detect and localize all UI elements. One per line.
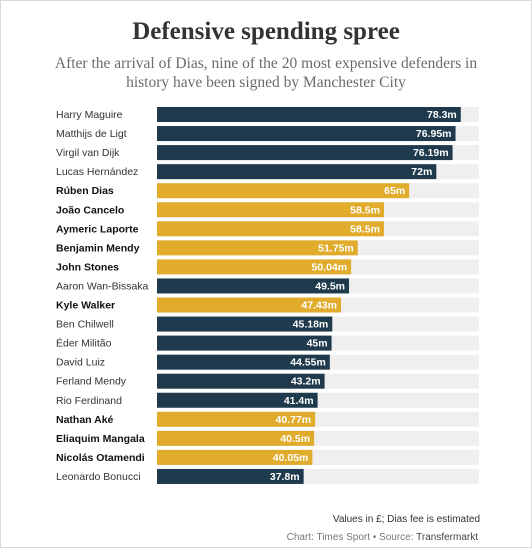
value-label: 37.8m <box>270 471 300 483</box>
category-label: David Luiz <box>56 357 105 369</box>
category-label: Kyle Walker <box>56 300 115 312</box>
value-label: 50.04m <box>312 261 348 273</box>
bar <box>157 373 325 389</box>
bar <box>157 335 332 351</box>
chart-title: Defensive spending spree <box>132 18 400 45</box>
category-label: Lucas Hernández <box>56 166 138 178</box>
value-label: 49.5m <box>315 280 345 292</box>
bar <box>157 316 333 332</box>
value-label: 76.95m <box>416 128 452 140</box>
value-label: 45.18m <box>293 319 329 331</box>
category-label: Leonardo Bonucci <box>56 471 141 483</box>
category-label: Nathan Aké <box>56 414 114 426</box>
bar <box>157 392 318 408</box>
category-label: Rio Ferdinand <box>56 395 122 407</box>
credit-source: Transfermarkt <box>416 532 478 543</box>
bar <box>157 164 437 180</box>
footer-note: Values in £; Dias fee is estimated <box>332 514 480 525</box>
value-label: 47.43m <box>301 300 337 312</box>
value-label: 76.19m <box>413 147 449 159</box>
bar <box>157 126 456 142</box>
category-label: Ben Chilwell <box>56 319 114 331</box>
bar <box>157 107 461 122</box>
category-label: Nicolás Otamendi <box>56 452 145 464</box>
value-label: 40.05m <box>273 452 309 464</box>
value-label: 58.5m <box>350 223 380 235</box>
category-label: Ferland Mendy <box>56 376 127 388</box>
category-label: John Stones <box>56 261 119 273</box>
bar <box>157 221 384 237</box>
bar <box>157 259 352 275</box>
bar <box>157 297 342 313</box>
bar <box>157 202 384 218</box>
category-label: Éder Militão <box>56 337 112 350</box>
bar <box>157 145 453 161</box>
bar <box>157 354 330 370</box>
value-label: 41.4m <box>284 395 314 407</box>
bar <box>157 468 304 484</box>
category-label: Aaron Wan-Bissaka <box>56 280 149 292</box>
value-label: 58.5m <box>350 204 380 216</box>
category-label: Virgil van Dijk <box>56 147 120 159</box>
category-label: Aymeric Laporte <box>56 223 139 235</box>
value-label: 78.3m <box>427 109 457 121</box>
credit-prefix: Chart: Times Sport • Source: <box>286 532 417 543</box>
category-label: Eliaquim Mangala <box>56 433 145 445</box>
value-label: 72m <box>411 166 432 178</box>
value-label: 51.75m <box>318 242 354 254</box>
bar <box>157 449 313 465</box>
value-label: 45m <box>307 338 328 350</box>
category-label: Benjamin Mendy <box>56 242 140 254</box>
category-label: Rúben Dias <box>56 185 114 197</box>
bar <box>157 240 358 256</box>
category-label: Harry Maguire <box>56 109 123 121</box>
bar <box>157 430 315 446</box>
value-label: 43.2m <box>291 376 321 388</box>
chart-subtitle: After the arrival of Dias, nine of the 2… <box>54 55 478 91</box>
value-label: 44.55m <box>290 357 326 369</box>
category-label: João Cancelo <box>56 204 124 216</box>
bar <box>157 411 316 427</box>
bar <box>157 183 410 199</box>
bar <box>157 278 350 294</box>
value-label: 65m <box>384 185 405 197</box>
value-label: 40.77m <box>276 414 312 426</box>
value-label: 40.5m <box>280 433 310 445</box>
footer-credit: Chart: Times Sport • Source: Transfermar… <box>287 532 478 543</box>
category-label: Matthijs de Ligt <box>56 128 127 140</box>
